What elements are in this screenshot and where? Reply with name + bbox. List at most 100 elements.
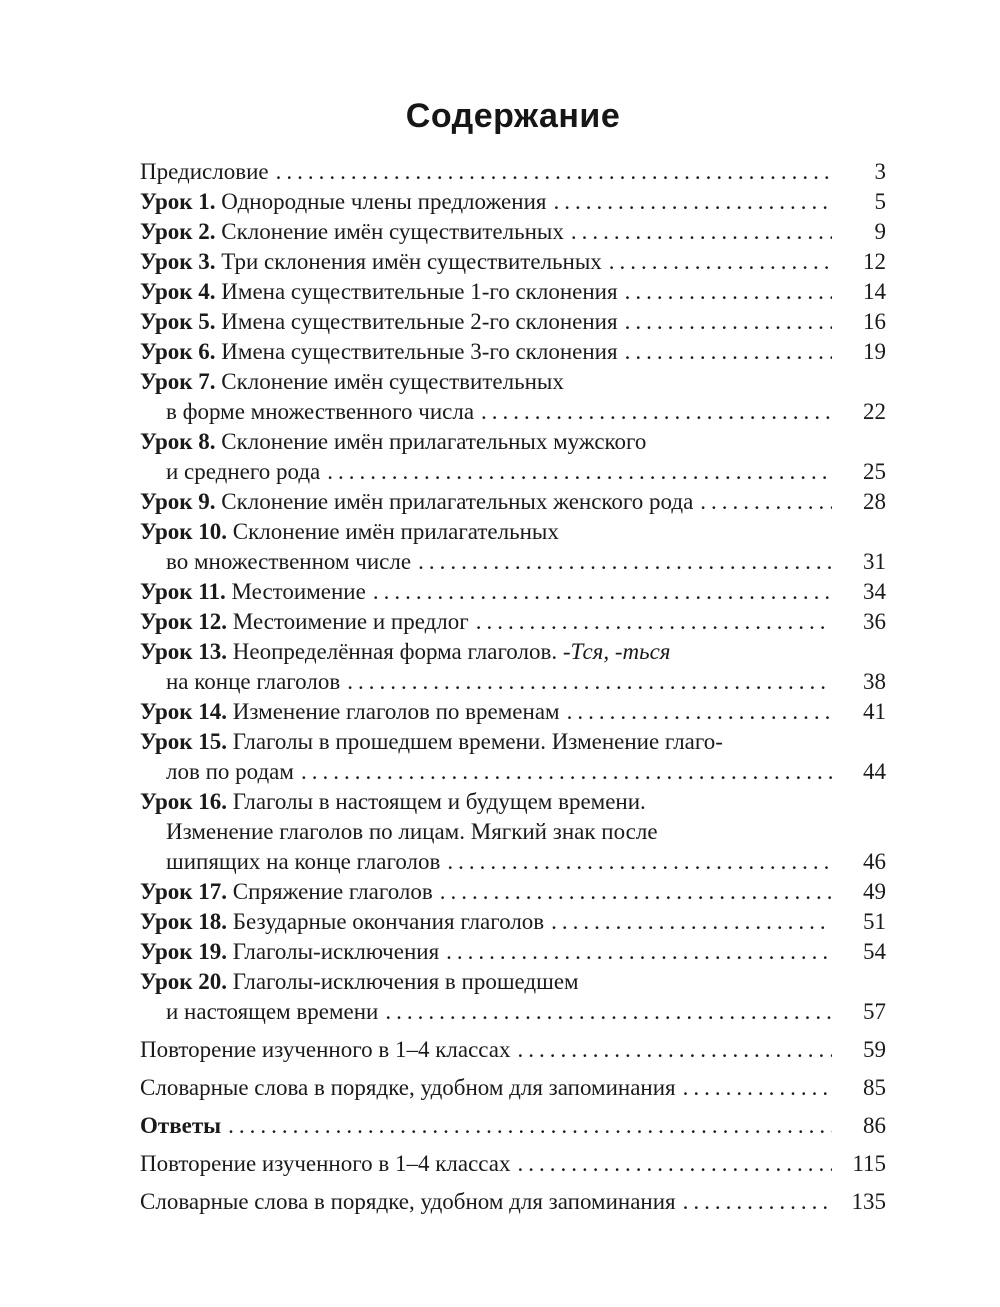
toc-entry: Урок 17. Спряжение глаголов 49 — [140, 877, 886, 907]
toc-line: Урок 3. Три склонения имён существительн… — [140, 247, 886, 277]
entry-label: Урок 20. — [140, 969, 228, 994]
entry-text: Урок 2. Склонение имён существительных — [140, 217, 564, 247]
entry-text: лов по родам — [166, 757, 294, 787]
toc-line: Урок 5. Имена существительные 2-го склон… — [140, 307, 886, 337]
entry-title-text: Склонение имён прилагательных женского р… — [221, 489, 694, 514]
toc-line: Урок 10. Склонение имён прилагательных — [140, 517, 886, 547]
entry-text: во множественном числе — [166, 547, 411, 577]
entry-text: на конце глаголов — [166, 667, 340, 697]
toc-line: Повторение изученного в 1–4 классах 59 — [140, 1035, 886, 1065]
entry-title-text: в форме множественного числа — [166, 399, 475, 424]
toc-entry: Урок 11. Местоимение 34 — [140, 577, 886, 607]
page-number: 85 — [863, 1075, 886, 1100]
toc-entry: Урок 10. Склонение имён прилагательных во… — [140, 517, 886, 577]
toc-entry: Урок 6. Имена существительные 3-го склон… — [140, 337, 886, 367]
dot-leader — [440, 847, 832, 877]
toc-line: Изменение глаголов по лицам. Мягкий знак… — [140, 817, 886, 847]
page-number: 51 — [863, 909, 886, 934]
entry-text: Изменение глаголов по лицам. Мягкий знак… — [166, 819, 658, 844]
page-number: 115 — [852, 1151, 886, 1176]
page-number: 19 — [863, 339, 886, 364]
entry-label: Урок 15. — [140, 729, 228, 754]
toc-entry: Урок 5. Имена существительные 2-го склон… — [140, 307, 886, 337]
toc-entry: Урок 7. Склонение имён существительных в … — [140, 367, 886, 427]
dot-leader — [366, 577, 832, 607]
toc-entry: Урок 14. Изменение глаголов по временам 4… — [140, 697, 886, 727]
entry-title-text: Спряжение глаголов — [232, 879, 433, 904]
page-number: 34 — [863, 579, 886, 604]
page-number: 86 — [863, 1113, 886, 1138]
entry-title-text: Склонение имён существительных — [221, 369, 564, 394]
toc-line: в форме множественного числа 22 — [140, 397, 886, 427]
entry-text: Повторение изученного в 1–4 классах — [140, 1035, 510, 1065]
entry-title-text: Склонение имён существительных — [221, 219, 564, 244]
dot-leader — [544, 907, 832, 937]
page-number: 14 — [863, 279, 886, 304]
entry-title-text: на конце глаголов — [166, 669, 341, 694]
entry-italic-text: -Тся, -ться — [562, 639, 671, 664]
page-title: Содержание — [405, 97, 621, 135]
entry-text: Словарные слова в порядке, удобном для з… — [140, 1073, 676, 1103]
toc-line: Урок 14. Изменение глаголов по временам 4… — [140, 697, 886, 727]
dot-leader — [676, 1073, 832, 1103]
page-number: 9 — [874, 219, 887, 244]
dot-leader — [294, 757, 832, 787]
toc-line: Урок 1. Однородные члены предложения 5 — [140, 187, 886, 217]
entry-label: Урок 1. — [140, 189, 216, 214]
toc-line: Урок 17. Спряжение глаголов 49 — [140, 877, 886, 907]
toc-line: и настоящем времени 57 — [140, 997, 886, 1027]
toc-line: Урок 19. Глаголы-исключения 54 — [140, 937, 886, 967]
toc-entries: Предисловие 3 Урок 1. Однородные члены пре… — [140, 157, 886, 1217]
entry-title-text: во множественном числе — [166, 549, 412, 574]
entry-text: шипящих на конце глаголов — [166, 847, 440, 877]
entry-title-text: Изменение глаголов по лицам. Мягкий знак… — [166, 819, 658, 844]
entry-label: Урок 3. — [140, 249, 216, 274]
toc-entry: Урок 9. Склонение имён прилагательных же… — [140, 487, 886, 517]
page-number: 38 — [863, 669, 886, 694]
toc-line: Предисловие 3 — [140, 157, 886, 187]
toc-entry: Повторение изученного в 1–4 классах 59 — [140, 1035, 886, 1065]
entry-text: Предисловие — [140, 157, 269, 187]
page-number: 22 — [863, 399, 886, 424]
toc-line: Урок 16. Глаголы в настоящем и будущем в… — [140, 787, 886, 817]
toc-entry: Урок 16. Глаголы в настоящем и будущем в… — [140, 787, 886, 877]
toc-entry: Повторение изученного в 1–4 классах 115 — [140, 1149, 886, 1179]
entry-title-text: Безударные окончания глаголов — [232, 909, 545, 934]
dot-leader — [269, 157, 832, 187]
entry-label: Урок 7. — [140, 369, 216, 394]
toc-entry: Урок 2. Склонение имён существительных 9 — [140, 217, 886, 247]
page-number: 28 — [863, 489, 886, 514]
page-number: 16 — [863, 309, 886, 334]
page-number: 46 — [863, 849, 886, 874]
toc-line: во множественном числе 31 — [140, 547, 886, 577]
dot-leader — [474, 397, 832, 427]
page-number: 41 — [863, 699, 886, 724]
toc-line: шипящих на конце глаголов 46 — [140, 847, 886, 877]
toc-line: Урок 15. Глаголы в прошедшем времени. Из… — [140, 727, 886, 757]
toc-entry: Урок 18. Безударные окончания глаголов 51 — [140, 907, 886, 937]
entry-title-text: Повторение изученного в 1–4 классах — [140, 1037, 511, 1062]
entry-text: Урок 10. Склонение имён прилагательных — [140, 519, 559, 544]
entry-label: Урок 6. — [140, 339, 216, 364]
dot-leader — [439, 937, 832, 967]
toc-entry: Урок 15. Глаголы в прошедшем времени. Из… — [140, 727, 886, 787]
toc-line: Словарные слова в порядке, удобном для з… — [140, 1187, 886, 1217]
entry-text: Урок 17. Спряжение глаголов — [140, 877, 433, 907]
toc-line: Урок 6. Имена существительные 3-го склон… — [140, 337, 886, 367]
page-number: 54 — [863, 939, 886, 964]
entry-text: Ответы — [140, 1111, 221, 1141]
entry-label: Урок 10. — [140, 519, 228, 544]
entry-label: Урок 18. — [140, 909, 228, 934]
dot-leader — [564, 217, 832, 247]
entry-title-text: Имена существительные 1-го склонения — [221, 279, 618, 304]
toc-entry: Словарные слова в порядке, удобном для з… — [140, 1187, 886, 1217]
entry-text: Урок 9. Склонение имён прилагательных же… — [140, 487, 693, 517]
dot-leader — [469, 607, 832, 637]
dot-leader — [378, 997, 832, 1027]
entry-title-text: Глаголы в настоящем и будущем времени. — [232, 789, 646, 814]
entry-text: и среднего рода — [166, 457, 320, 487]
entry-text: Урок 11. Местоимение — [140, 577, 366, 607]
dot-leader — [618, 277, 832, 307]
toc-entry: Урок 3. Три склонения имён существительн… — [140, 247, 886, 277]
entry-text: и настоящем времени — [166, 997, 378, 1027]
